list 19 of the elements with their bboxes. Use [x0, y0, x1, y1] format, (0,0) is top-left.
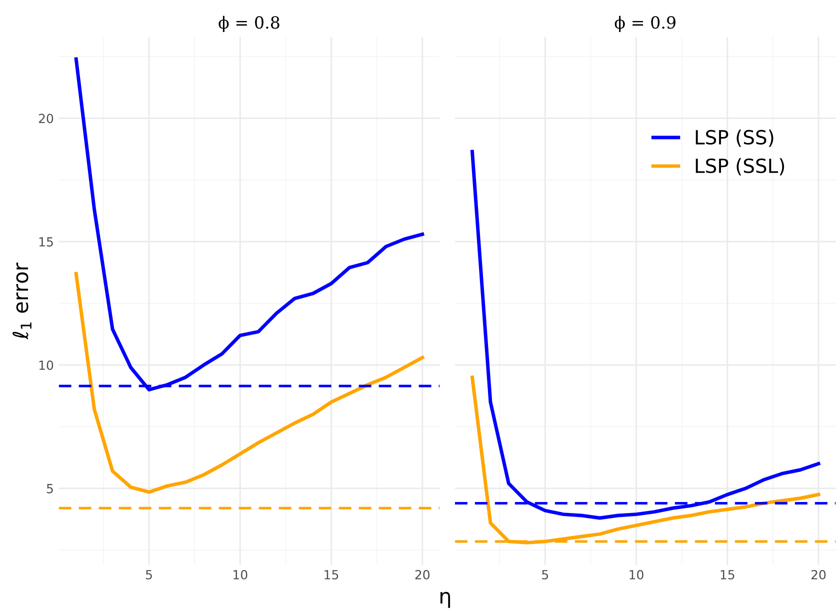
- y-tick-label: 5: [46, 484, 53, 494]
- legend-label: LSP (SSL): [696, 158, 784, 176]
- y-axis-title: ℓ$_{1}$ error: [12, 262, 32, 340]
- x-tick-label: 5: [542, 570, 548, 580]
- x-tick-label: 15: [324, 570, 338, 580]
- y-tick-label: 20: [38, 114, 54, 124]
- chart-title: ϕ = 0.8: [218, 16, 280, 32]
- x-axis-title: η: [440, 592, 450, 608]
- legend-label: LSP (SS): [696, 130, 774, 147]
- x-tick-label: 10: [234, 570, 248, 580]
- line-series: [74, 272, 424, 494]
- y-tick-label: 10: [39, 360, 54, 370]
- x-tick-label: 20: [415, 570, 430, 580]
- chart-title: ϕ = 0.9: [614, 16, 676, 32]
- x-tick-label: 15: [720, 570, 734, 580]
- x-tick-label: 5: [146, 570, 152, 580]
- x-tick-label: 20: [811, 570, 826, 580]
- y-tick-label: 15: [39, 237, 53, 247]
- x-tick-label: 10: [630, 570, 644, 580]
